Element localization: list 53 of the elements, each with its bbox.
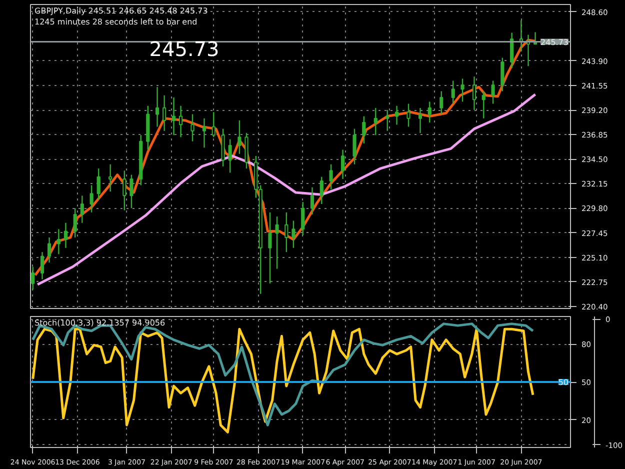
candlestick <box>428 101 432 124</box>
ref-line-label: 245.73 <box>540 38 569 47</box>
candlestick <box>440 90 444 115</box>
candlestick <box>202 118 206 148</box>
candlestick <box>284 212 288 253</box>
candlestick <box>162 94 166 132</box>
candlestick <box>56 228 60 255</box>
ref-line-label: 50 <box>558 378 569 387</box>
candlestick <box>31 266 35 290</box>
candlestick <box>90 184 94 213</box>
candlestick <box>320 176 324 205</box>
candlestick <box>108 164 112 192</box>
chart-title: GBPJPY,Daily 245.51 246.65 245.48 245.73 <box>34 6 208 16</box>
candlestick <box>460 78 464 102</box>
candlestick <box>178 105 183 138</box>
candlestick <box>472 76 476 111</box>
candlestick <box>96 168 100 200</box>
candlestick <box>122 170 126 211</box>
candlestick <box>482 90 486 119</box>
candlestick <box>406 103 410 128</box>
candlestick <box>73 208 77 238</box>
annotation: 245.73 <box>149 37 220 62</box>
candlestick <box>238 120 242 154</box>
line-series <box>36 93 537 286</box>
candlestick <box>352 128 356 165</box>
candlestick <box>292 220 296 249</box>
candlestick <box>80 195 84 224</box>
candlestick <box>340 149 345 180</box>
candlestick <box>362 116 366 144</box>
candlestick <box>451 80 455 104</box>
candlestick <box>47 236 52 264</box>
candlestick <box>329 164 333 190</box>
candlestick <box>155 86 160 128</box>
candlestick <box>40 251 44 280</box>
candlestick <box>374 107 378 136</box>
candlestick <box>190 114 194 142</box>
candlestick <box>64 222 68 249</box>
candlestick <box>275 216 279 270</box>
candlestick <box>228 138 232 174</box>
candlestick <box>268 212 272 284</box>
candlestick <box>386 109 390 132</box>
chart-title: Stoch(100,3,3) 92.1357 94.9056 <box>34 318 166 328</box>
candlestick <box>172 96 176 136</box>
candlestick <box>510 32 514 69</box>
text: 1245 minutes 28 seconds left to bar end <box>34 18 198 26</box>
candlestick <box>212 112 216 138</box>
candlestick <box>130 174 134 209</box>
candlestick <box>500 57 504 92</box>
candlestick <box>418 107 422 134</box>
candlestick <box>301 201 305 236</box>
candlestick <box>394 105 399 126</box>
candlestick <box>491 80 495 104</box>
candlestick <box>310 186 314 216</box>
